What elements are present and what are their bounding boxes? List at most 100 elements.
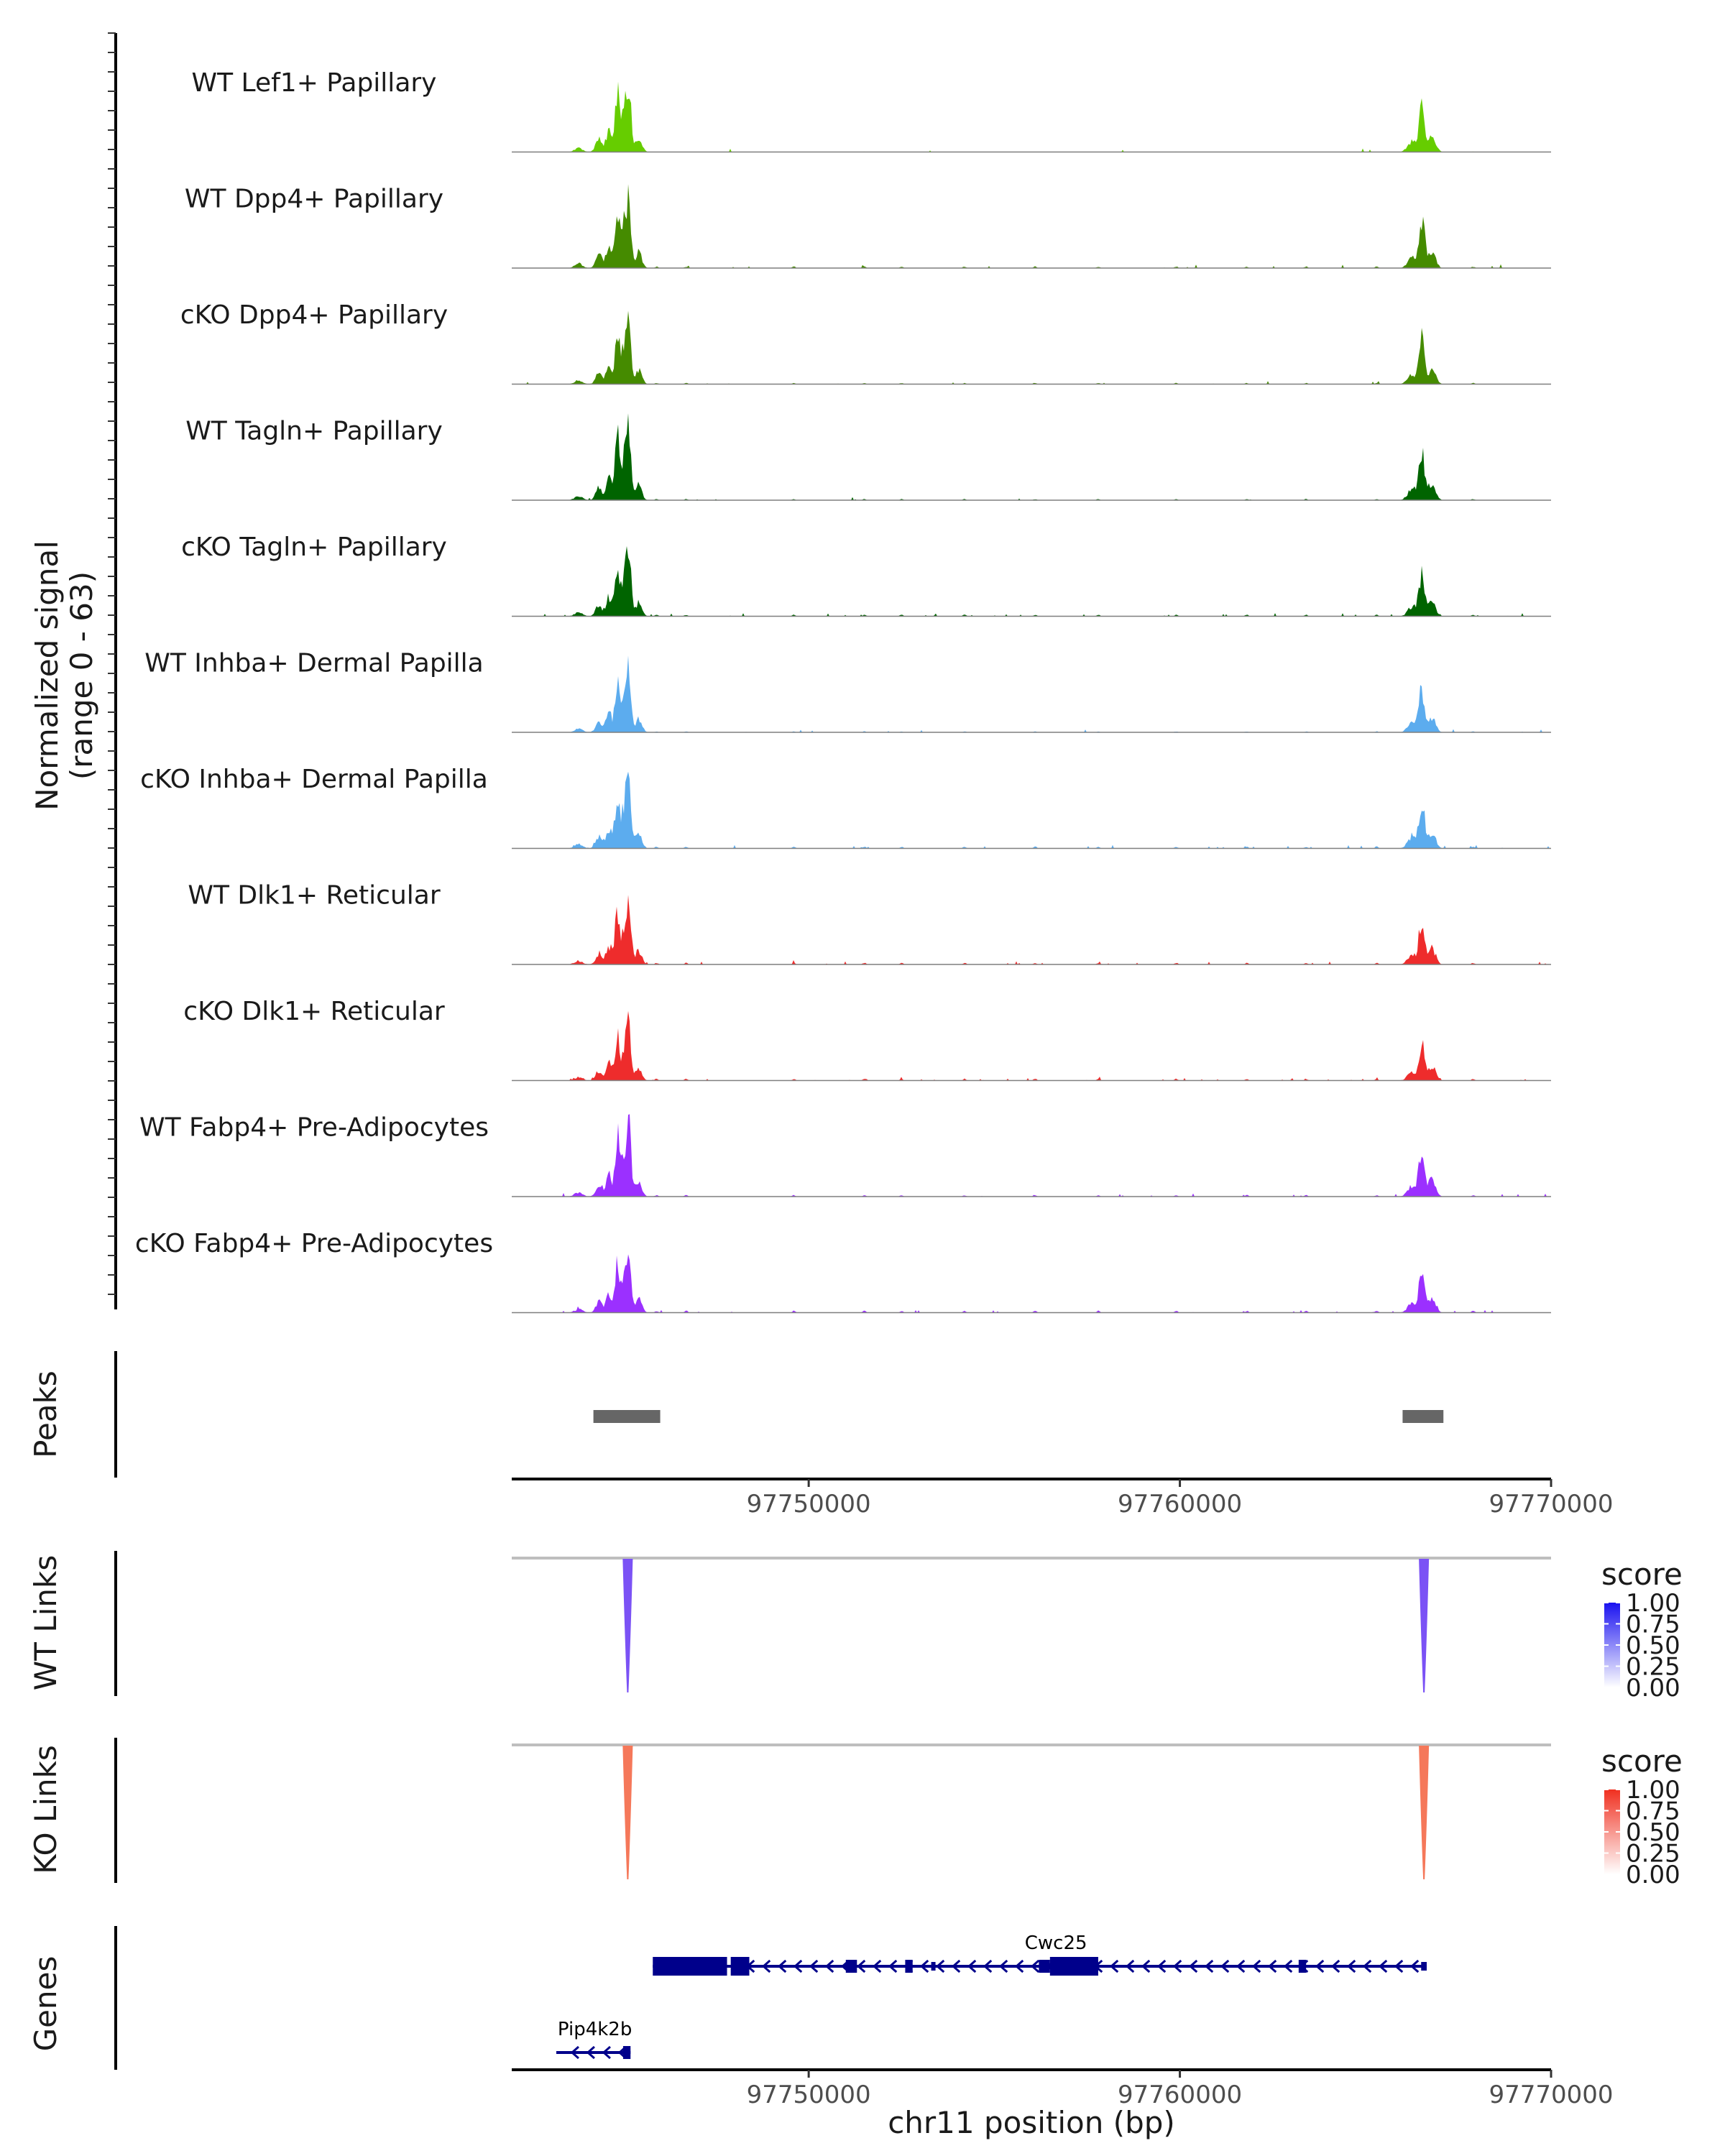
gene-strand-arrow (1409, 1959, 1420, 1973)
gene-exon (845, 1960, 857, 1973)
x-tick-label: 97760000 (1118, 2081, 1242, 2109)
coverage-track: WT Lef1+ Papillary (192, 68, 1551, 153)
coverage-track-label: WT Dpp4+ Papillary (185, 185, 443, 214)
gene-strand-arrow (998, 1959, 1008, 1973)
coverage-track-label: cKO Inhba+ Dermal Papilla (140, 765, 488, 794)
coverage-track: cKO Fabp4+ Pre-Adipocytes (135, 1229, 1551, 1314)
gene-strand-arrow (888, 1959, 898, 1973)
gene-strand-arrow (1394, 1959, 1404, 1973)
x-tick-label: 97750000 (747, 1490, 871, 1519)
legend-tick-label: 0.25 (1626, 1840, 1680, 1869)
coverage-track: WT Inhba+ Dermal Papilla (144, 649, 1551, 733)
gene-model: Pip4k2b (556, 2019, 632, 2060)
gene-model: Cwc25 (653, 1932, 1427, 1976)
gene-strand-arrow (1346, 1959, 1356, 1973)
legend-title: score (1601, 1743, 1683, 1779)
gene-strand-arrow (824, 1959, 834, 1973)
coverage-track: WT Fabp4+ Pre-Adipocytes (139, 1113, 1551, 1197)
x-tick-label: 97760000 (1118, 1490, 1242, 1519)
coverage-track-label: WT Tagln+ Papillary (185, 417, 443, 446)
legend-tick-label: 0.25 (1626, 1653, 1680, 1682)
gene-strand-arrow (1014, 1959, 1024, 1973)
coverage-track: WT Dlk1+ Reticular (188, 881, 1551, 965)
ko-links-arcs (622, 1746, 1430, 1880)
gene-strand-arrow (856, 1959, 866, 1973)
gene-strand-arrow (1330, 1959, 1340, 1973)
gene-exon (1298, 1960, 1307, 1973)
genes-label: Genes (28, 1956, 63, 2052)
coverage-track-label: WT Dlk1+ Reticular (188, 881, 440, 911)
link-arc (1419, 1559, 1430, 1693)
gene-strand-arrow (809, 1959, 819, 1973)
coverage-area (512, 81, 1551, 152)
gene-strand-arrow (1267, 1959, 1277, 1973)
gene-strand-arrow (1283, 1959, 1293, 1973)
coverage-track: WT Dpp4+ Papillary (185, 184, 1551, 269)
gene-strand-arrow (1362, 1959, 1372, 1973)
coverage-track: cKO Dpp4+ Papillary (180, 300, 1551, 385)
ko-links-label: KO Links (28, 1745, 63, 1874)
coverage-track: cKO Inhba+ Dermal Papilla (140, 765, 1551, 849)
gene-strand-arrow (1378, 1959, 1388, 1973)
x-axis-upper: 97750000 97760000 97770000 (747, 1479, 1614, 1519)
legend-tick-label: 1.00 (1626, 1589, 1680, 1618)
gene-strand-arrow (1109, 1959, 1119, 1973)
coverage-area (512, 895, 1551, 964)
coverage-area (512, 1114, 1551, 1197)
wt-links-label: WT Links (28, 1555, 63, 1690)
legend-tick-label: 0.00 (1626, 1861, 1680, 1889)
gene-exon (905, 1960, 913, 1973)
gene-strand-arrow (1156, 1959, 1167, 1973)
gene-exon (1039, 1960, 1050, 1973)
gene-strand-arrow (602, 2045, 611, 2060)
gene-strand-arrow (1030, 1959, 1040, 1973)
gene-exon (730, 1957, 750, 1976)
coverage-track-label: cKO Fabp4+ Pre-Adipocytes (135, 1229, 493, 1258)
x-tick-label: 97750000 (747, 2081, 871, 2109)
coverage-y-ticks (108, 32, 116, 1295)
gene-strand-arrow (919, 1959, 929, 1973)
gene-name-label: Cwc25 (1025, 1932, 1087, 1954)
coverage-tracks: WT Lef1+ Papillary WT Dpp4+ Papillary cKO … (135, 68, 1551, 1314)
gene-strand-arrow (1141, 1959, 1151, 1973)
coverage-track-label: cKO Dlk1+ Reticular (183, 997, 445, 1026)
coverage-track: cKO Dlk1+ Reticular (183, 997, 1551, 1082)
gene-exon (1421, 1962, 1427, 1971)
coverage-track-label: WT Inhba+ Dermal Papilla (144, 649, 483, 678)
coverage-track-label: WT Fabp4+ Pre-Adipocytes (139, 1113, 489, 1143)
x-tick-label: 97770000 (1489, 2081, 1613, 2109)
coverage-ylabel-line1: Normalized signal (29, 540, 65, 811)
gene-strand-arrow (1220, 1959, 1230, 1973)
gene-strand-arrow (777, 1959, 787, 1973)
x-axis-title: chr11 position (bp) (888, 2105, 1175, 2140)
gene-strand-arrow (1315, 1959, 1325, 1973)
legend-tick-label: 1.00 (1626, 1776, 1680, 1805)
gene-exon (1049, 1957, 1098, 1976)
gene-exon (931, 1962, 936, 1971)
link-arc (622, 1559, 633, 1693)
coverage-track-label: cKO Dpp4+ Papillary (180, 300, 448, 330)
legend-tick-label: 0.75 (1626, 1611, 1680, 1639)
coverage-track: cKO Tagln+ Papillary (181, 533, 1551, 617)
coverage-area (512, 545, 1551, 617)
gene-exon (622, 2046, 631, 2059)
gene-strand-arrow (1125, 1959, 1135, 1973)
peak-region (1402, 1410, 1444, 1423)
legend-tick-label: 0.75 (1626, 1797, 1680, 1826)
coverage-area (512, 1010, 1551, 1081)
gene-exon (653, 1957, 727, 1976)
gene-strand-arrow (1204, 1959, 1214, 1973)
gene-strand-arrow (761, 1959, 771, 1973)
coverage-area (512, 1254, 1551, 1313)
legend-tick-label: 0.00 (1626, 1674, 1680, 1703)
gene-strand-arrow (793, 1959, 803, 1973)
peaks-label: Peaks (28, 1370, 63, 1458)
gene-strand-arrow (935, 1959, 945, 1973)
wt-links-arcs (622, 1559, 1430, 1693)
gene-strand-arrow (1188, 1959, 1198, 1973)
link-arc (622, 1746, 633, 1880)
coverage-area (512, 310, 1551, 384)
coverage-track-label: WT Lef1+ Papillary (192, 68, 437, 98)
